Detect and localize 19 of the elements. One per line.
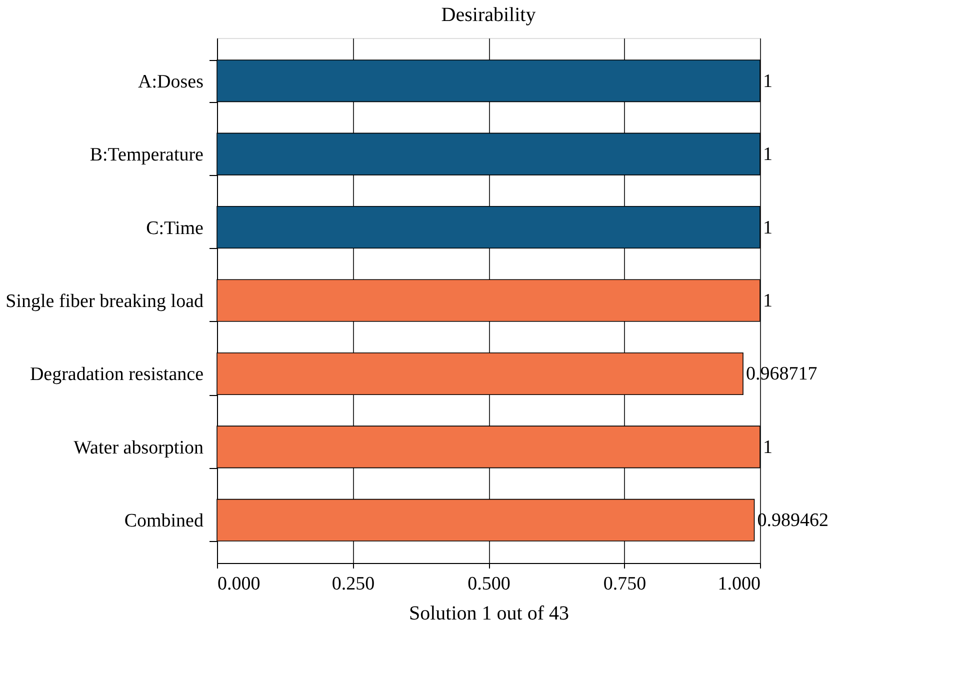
y-tick-label: C:Time [146, 218, 204, 239]
data-label: 1 [763, 436, 772, 458]
y-tick-label: Combined [124, 510, 204, 532]
data-label: 1 [763, 217, 772, 238]
data-label: 1 [763, 144, 772, 166]
x-tick-label: 0.250 [332, 574, 375, 594]
chart-title: Desirability [441, 4, 536, 26]
y-tick-label: Water absorption [74, 437, 204, 458]
x-tick-label: 1.000 [718, 574, 760, 594]
y-tick-label: Degradation resistance [30, 364, 204, 386]
x-tick-label: 0.750 [603, 574, 646, 594]
x-tick-label: 0.000 [218, 574, 260, 594]
x-axis-title: Solution 1 out of 43 [408, 602, 570, 624]
y-tick-label: Single fiber breaking load [6, 291, 204, 312]
data-label: 1 [763, 290, 772, 312]
y-tick-label: A:Doses [138, 71, 204, 92]
x-tick-label: 0.500 [468, 574, 510, 594]
y-tick-label: B:Temperature [90, 144, 204, 166]
data-label: 1 [763, 70, 772, 92]
